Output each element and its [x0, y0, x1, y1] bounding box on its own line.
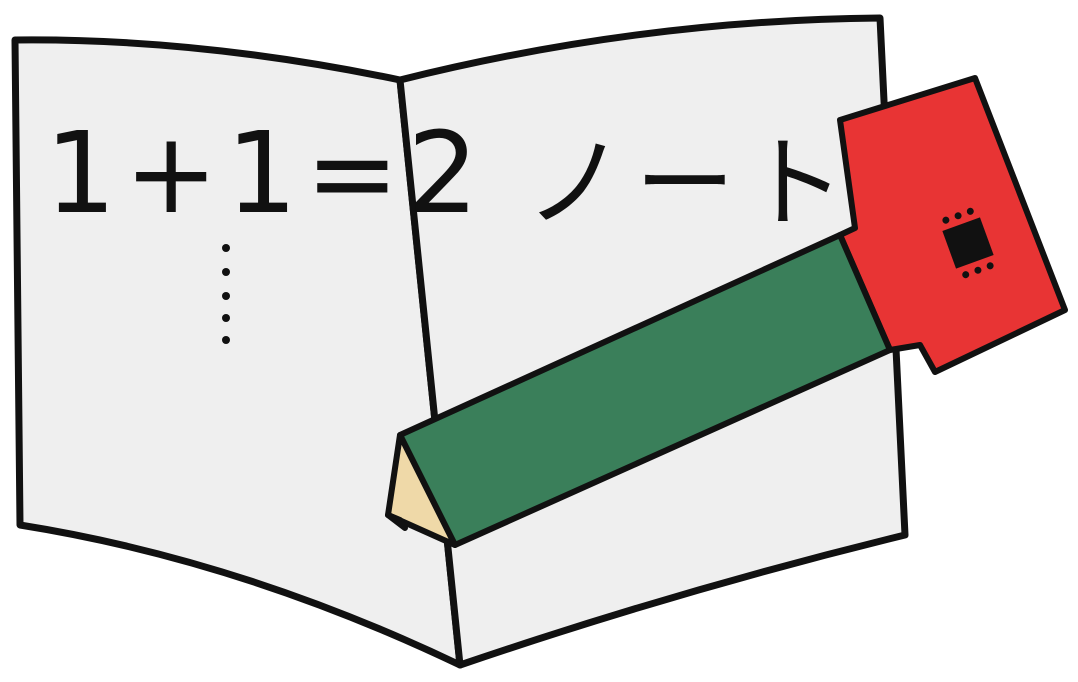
ellipsis-dots — [222, 244, 230, 344]
pencil-lead — [385, 512, 408, 531]
left-page-text: 1+1=2 — [45, 109, 486, 239]
chip — [942, 207, 994, 279]
eraser — [837, 75, 1068, 375]
right-page-text: ノート — [525, 125, 855, 242]
pencil — [385, 75, 1068, 548]
pencil-tip — [385, 432, 458, 548]
